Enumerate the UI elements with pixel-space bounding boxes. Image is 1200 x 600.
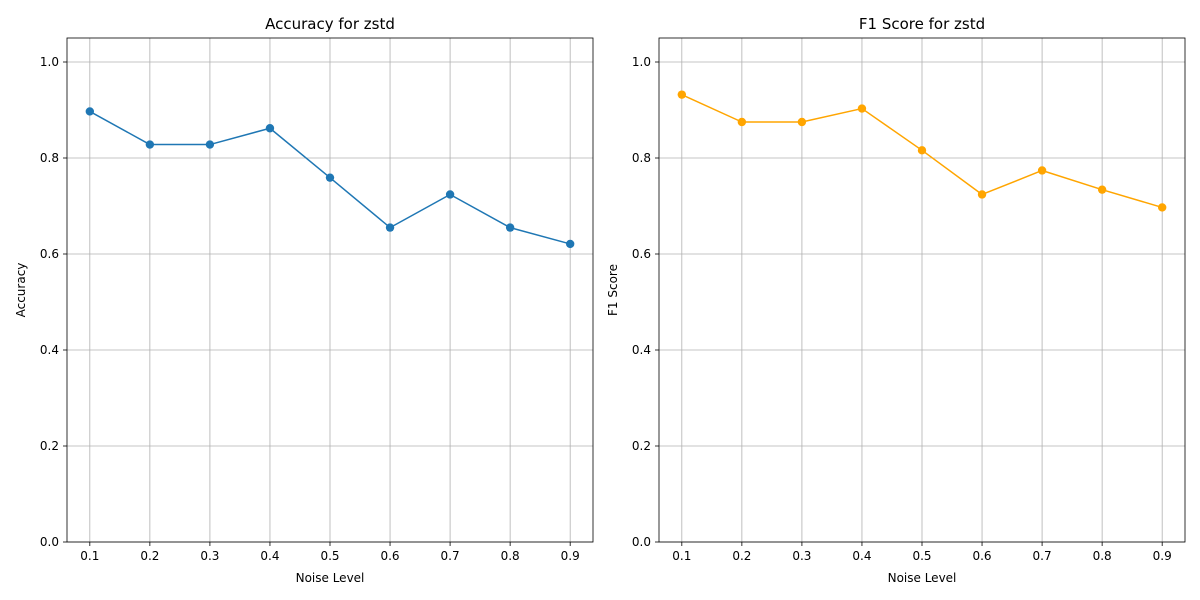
accuracy-chart: 0.1 0.2 0.3 0.4 0.5 0.6 0.7 0.8 0.9 0.0 0.2 0.4 0.6 0…	[14, 15, 594, 585]
f1-score-x-axis-label: Noise Level	[888, 571, 957, 585]
accuracy-x-tick-label: 0.4	[260, 549, 279, 563]
accuracy-x-tick-label: 0.2	[140, 549, 159, 563]
accuracy-x-tick-label: 0.9	[561, 549, 580, 563]
f1-score-y-tick-label: 0.4	[632, 343, 651, 357]
f1-score-y-tick-label: 1.0	[632, 55, 651, 69]
f1-score-chart: 0.1 0.2 0.3 0.4 0.5 0.6 0.7 0.8 0.9 0.0 0.2 0.4 0.6 0…	[606, 15, 1186, 585]
accuracy-x-tick-label: 0.5	[320, 549, 339, 563]
accuracy-x-tick-label: 0.8	[501, 549, 520, 563]
f1-score-y-tick-label: 0.6	[632, 247, 651, 261]
f1-score-y-tick-label: 0.2	[632, 439, 651, 453]
accuracy-x-axis-label: Noise Level	[296, 571, 365, 585]
f1-score-data-point	[1097, 185, 1107, 194]
f1-score-x-tick-label: 0.8	[1093, 549, 1112, 563]
f1-score-x-tick-label: 0.1	[672, 549, 691, 563]
accuracy-x-tick-label: 0.7	[441, 549, 460, 563]
f1-score-x-tick-label: 0.7	[1033, 549, 1052, 563]
accuracy-y-tick-label: 1.0	[40, 55, 59, 69]
accuracy-data-point	[85, 107, 95, 116]
f1-score-chart-title: F1 Score for zstd	[859, 15, 985, 33]
f1-score-y-tick-label: 0.8	[632, 151, 651, 165]
accuracy-data-point	[325, 173, 335, 182]
f1-score-data-point	[737, 117, 747, 127]
f1-score-y-tick-label: 0.0	[632, 535, 651, 549]
accuracy-data-point	[145, 140, 155, 149]
accuracy-y-tick-label: 0.0	[40, 535, 59, 549]
f1-score-data-point	[977, 190, 987, 199]
accuracy-data-point	[565, 239, 575, 249]
accuracy-y-tick-label: 0.4	[40, 343, 59, 357]
accuracy-y-axis-label: Accuracy	[14, 263, 28, 318]
f1-score-x-tick-label: 0.9	[1153, 549, 1172, 563]
accuracy-x-tick-label: 0.6	[380, 549, 399, 563]
f1-score-x-tick-label: 0.5	[912, 549, 931, 563]
f1-score-y-axis-label: F1 Score	[606, 264, 620, 316]
accuracy-x-tick-label: 0.1	[80, 549, 99, 563]
accuracy-chart-title: Accuracy for zstd	[265, 15, 395, 33]
f1-score-x-tick-label: 0.4	[852, 549, 871, 563]
f1-score-x-tick-label: 0.3	[792, 549, 811, 563]
f1-score-data-point	[1157, 203, 1167, 212]
accuracy-data-point	[505, 223, 515, 232]
f1-score-data-point	[857, 104, 867, 113]
accuracy-data-point	[385, 223, 395, 232]
f1-score-x-tick-label: 0.6	[972, 549, 991, 563]
f1-score-data-point	[917, 146, 927, 155]
accuracy-y-tick-label: 0.8	[40, 151, 59, 165]
accuracy-y-tick-label: 0.2	[40, 439, 59, 453]
f1-score-data-point	[797, 117, 807, 127]
f1-score-data-point	[677, 90, 687, 99]
f1-score-data-point	[1037, 166, 1047, 175]
accuracy-data-point	[445, 190, 455, 199]
accuracy-data-point	[265, 124, 275, 133]
accuracy-data-point	[205, 140, 215, 149]
f1-score-x-tick-label: 0.2	[732, 549, 751, 563]
accuracy-x-tick-label: 0.3	[200, 549, 219, 563]
accuracy-y-tick-label: 0.6	[40, 247, 59, 261]
